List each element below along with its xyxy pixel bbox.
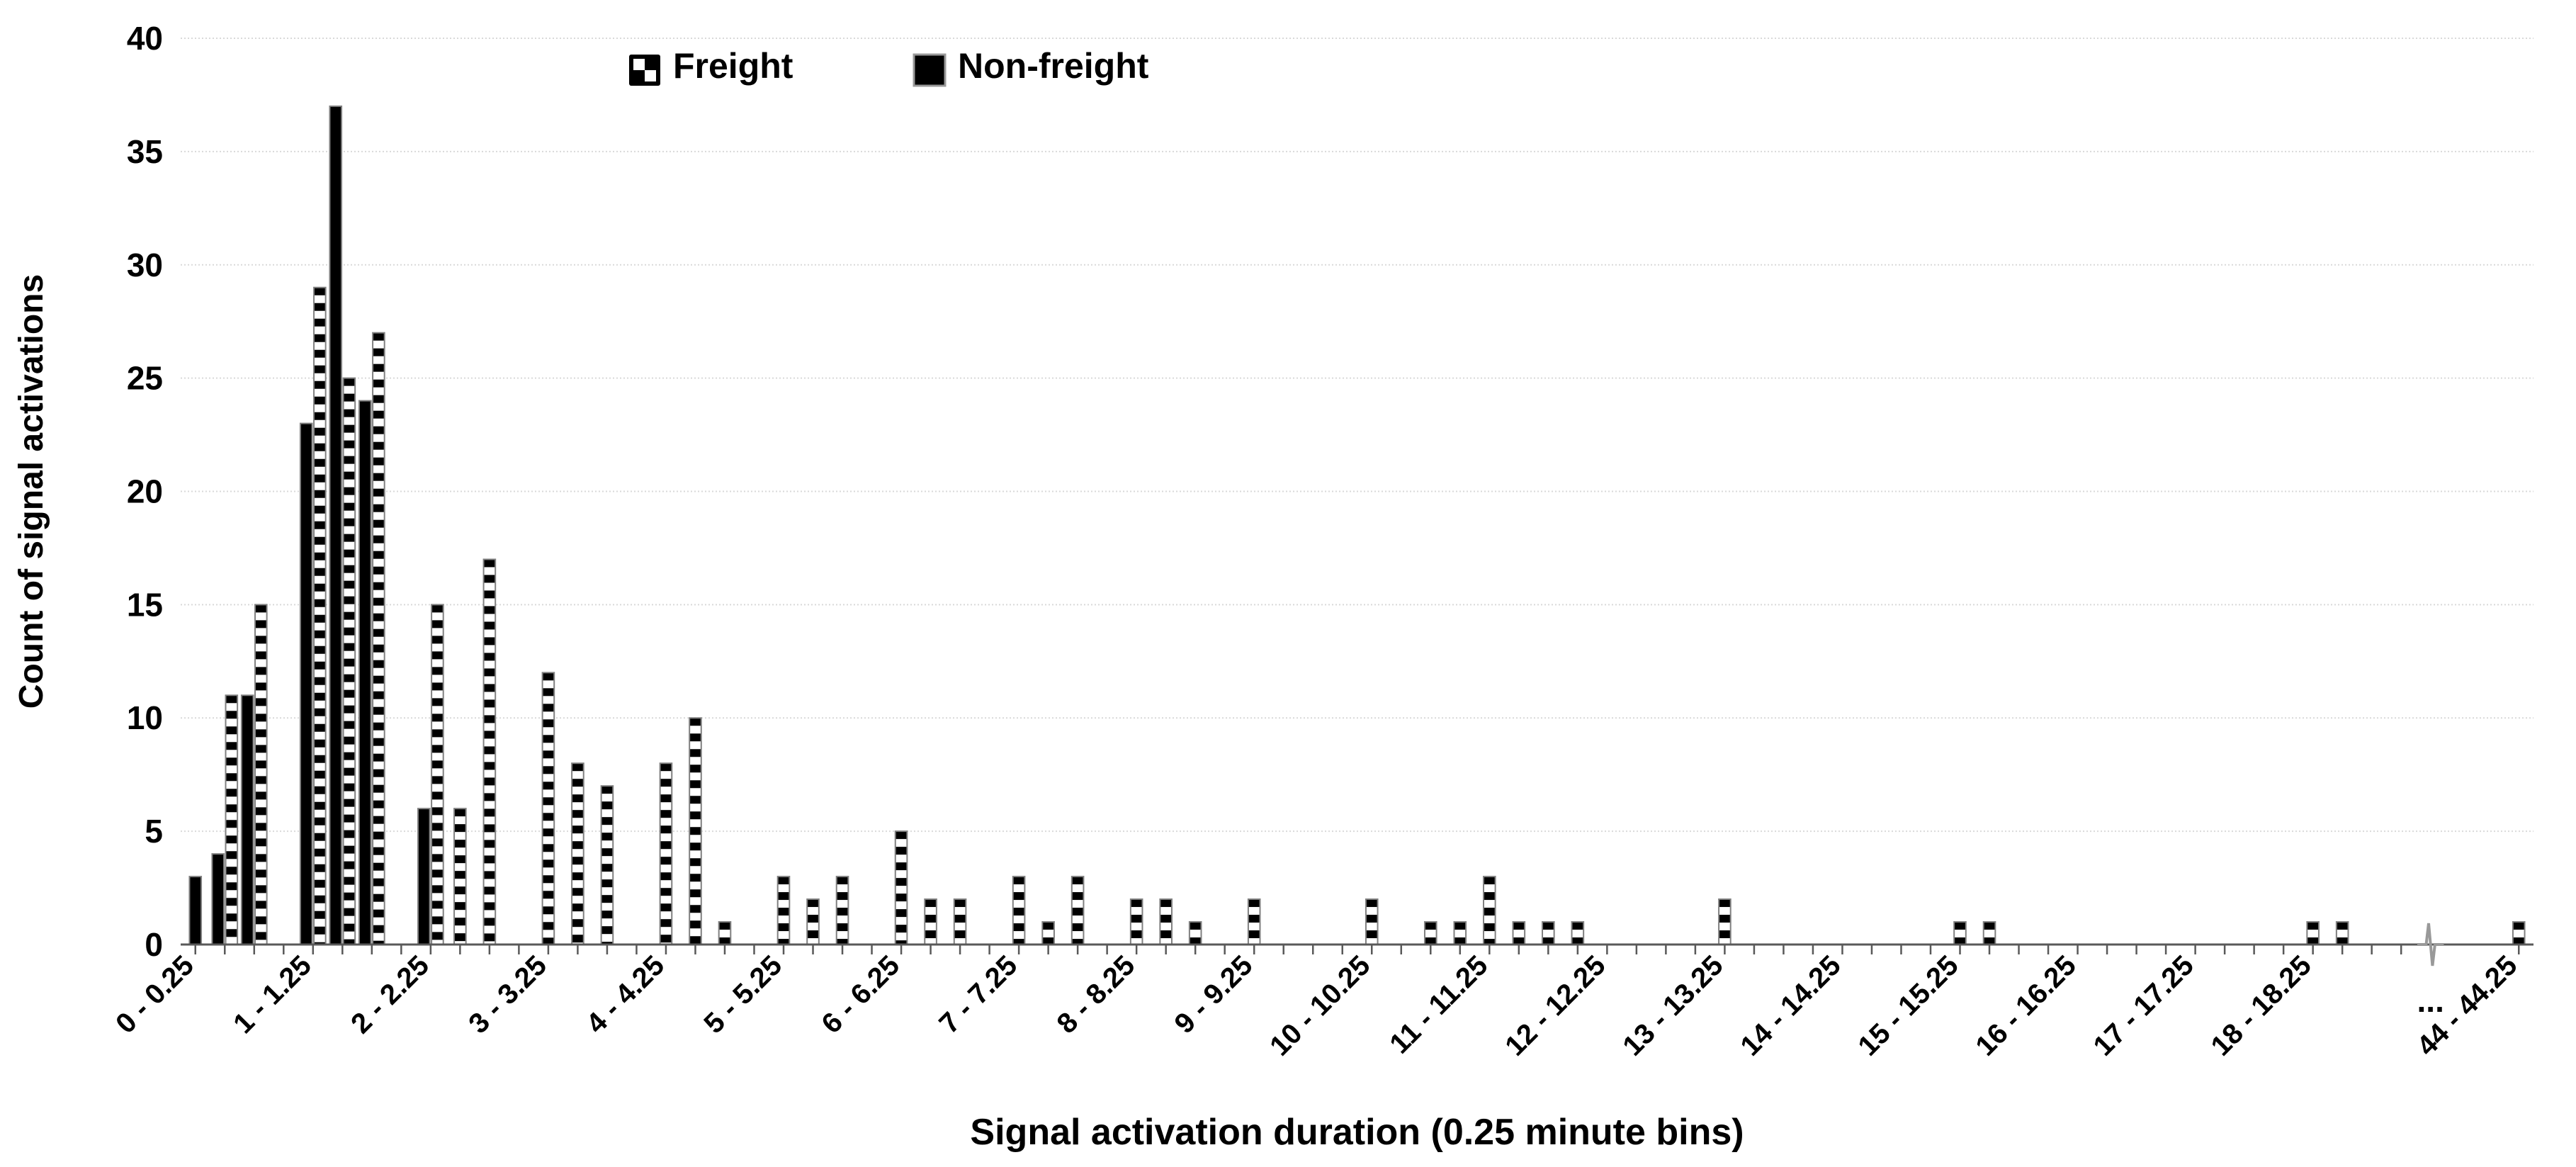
svg-text:...: ...	[2417, 982, 2444, 1019]
svg-text:10: 10	[127, 699, 163, 736]
svg-text:30: 30	[127, 247, 163, 283]
svg-text:0: 0	[145, 926, 163, 963]
svg-text:Count of signal activations: Count of signal activations	[13, 274, 50, 709]
svg-text:15: 15	[127, 586, 163, 623]
svg-text:Freight: Freight	[673, 46, 793, 86]
svg-text:35: 35	[127, 133, 163, 170]
svg-text:Non-freight: Non-freight	[958, 46, 1149, 86]
svg-text:Signal activation duration (0.: Signal activation duration (0.25 minute …	[970, 1112, 1744, 1153]
svg-text:5: 5	[145, 813, 163, 850]
svg-text:40: 40	[127, 20, 163, 57]
svg-text:25: 25	[127, 360, 163, 397]
svg-text:20: 20	[127, 473, 163, 510]
